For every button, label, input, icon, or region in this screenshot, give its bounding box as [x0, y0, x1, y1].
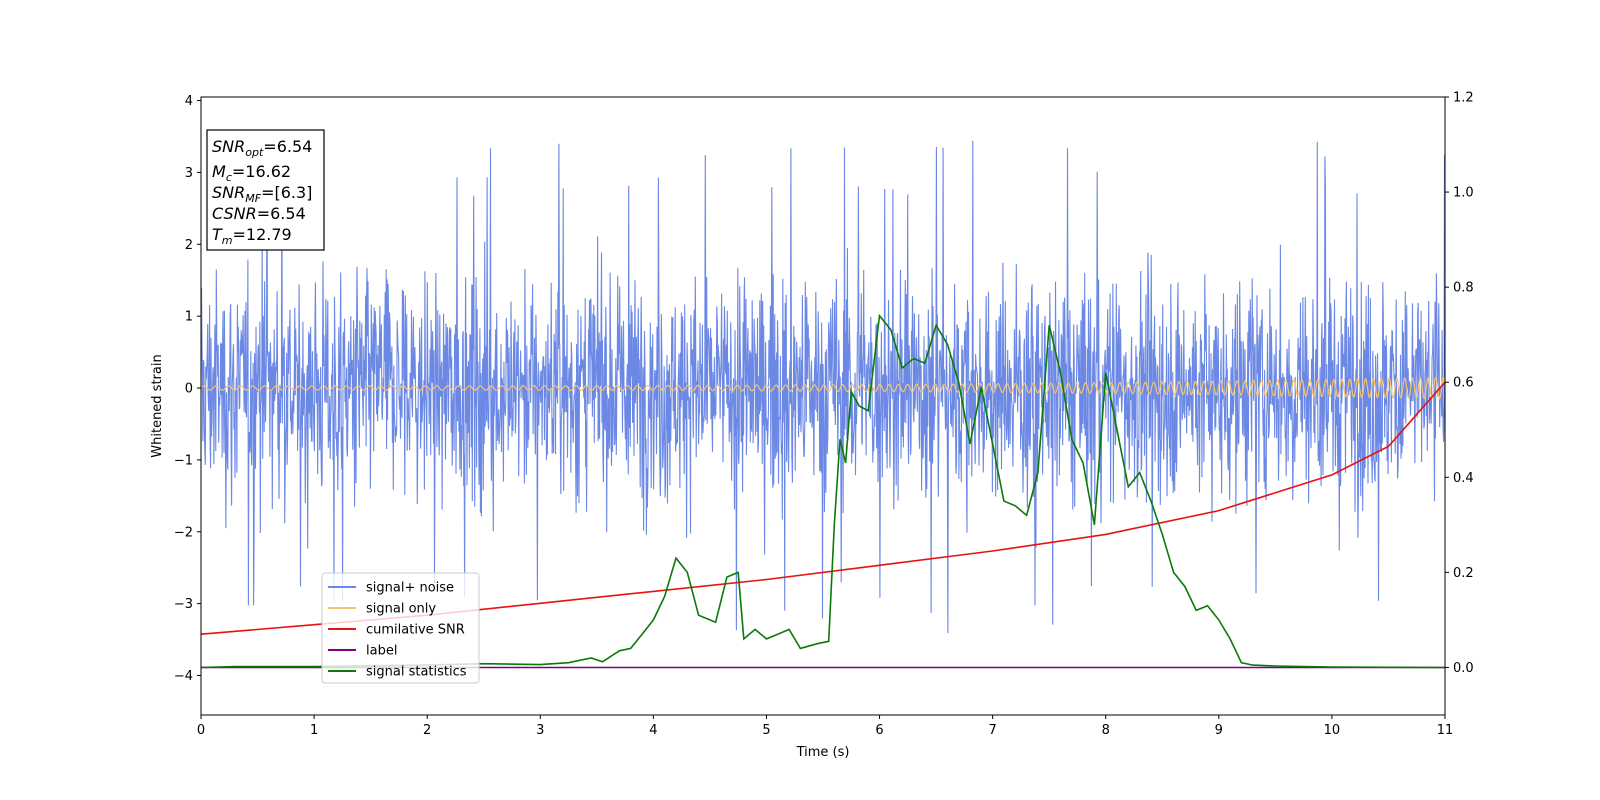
- legend-label: signal+ noise: [366, 581, 454, 596]
- annotation-line: Mc=16.62: [212, 162, 291, 184]
- legend-label: cumilative SNR: [366, 623, 465, 638]
- legend-label: signal statistics: [366, 665, 467, 680]
- legend: signal+ noise signal only cumilative SNR la…: [321, 572, 480, 684]
- plot-frame: [200, 96, 1446, 716]
- y-axis-title: Whitened strain: [150, 354, 165, 457]
- x-tick-label: 10: [1324, 723, 1341, 738]
- signal-only-series: [200, 376, 1446, 400]
- y-tick-label: 0: [185, 382, 193, 397]
- y2-tick-label: 0.2: [1453, 566, 1474, 581]
- y-tick-label: 1: [185, 310, 193, 325]
- y-axis-right: 1.2 1.0 0.8 0.6 0.4 0.2 0.0: [1445, 91, 1474, 676]
- y2-tick-label: 0.8: [1453, 281, 1474, 296]
- x-tick-label: 2: [423, 723, 431, 738]
- y-tick-label: 4: [185, 94, 193, 109]
- y2-tick-label: 0.6: [1453, 376, 1474, 391]
- y-tick-label: −4: [174, 669, 193, 684]
- signal-statistics-line: [200, 313, 1446, 669]
- x-tick-label: 7: [988, 723, 996, 738]
- x-axis: 0 1 2 3 4 5 6 7 8 9 10 11: [197, 715, 1453, 738]
- y-tick-label: −1: [174, 453, 193, 468]
- x-axis-title: Time (s): [796, 745, 850, 760]
- x-tick-label: 9: [1215, 723, 1223, 738]
- y2-tick-label: 0.0: [1453, 661, 1474, 676]
- y-tick-label: 3: [185, 166, 193, 181]
- legend-label: signal only: [366, 602, 436, 617]
- x-tick-label: 11: [1437, 723, 1454, 738]
- x-tick-label: 3: [536, 723, 544, 738]
- annotation-line: CSNR=6.54: [212, 204, 306, 223]
- x-tick-label: 5: [762, 723, 770, 738]
- x-tick-label: 1: [310, 723, 318, 738]
- y-tick-label: −3: [174, 597, 193, 612]
- annotation-line: SNRMF=[6.3]: [212, 183, 312, 205]
- x-tick-label: 0: [197, 723, 205, 738]
- x-tick-label: 8: [1102, 723, 1110, 738]
- legend-label: label: [366, 644, 397, 659]
- annotation-line: SNRopt=6.54: [212, 137, 312, 159]
- legend-frame: [321, 572, 480, 684]
- y-tick-label: −2: [174, 525, 193, 540]
- x-tick-label: 4: [649, 723, 657, 738]
- y2-tick-label: 0.4: [1453, 471, 1474, 486]
- y2-tick-label: 1.0: [1453, 186, 1474, 201]
- signal-noise-line: [200, 138, 1446, 634]
- annotation-line: Tm=12.79: [212, 225, 292, 247]
- signal-statistics-series: [200, 313, 1446, 669]
- y-tick-label: 2: [185, 238, 193, 253]
- annotation-frame: [206, 129, 325, 251]
- x-tick-label: 6: [875, 723, 883, 738]
- y2-tick-label: 1.2: [1453, 91, 1474, 106]
- signal-noise-series: [200, 138, 1446, 634]
- signal-only-line: [200, 376, 1446, 400]
- y-axis-left: 4 3 2 1 0 −1 −2 −3 −4: [174, 94, 201, 684]
